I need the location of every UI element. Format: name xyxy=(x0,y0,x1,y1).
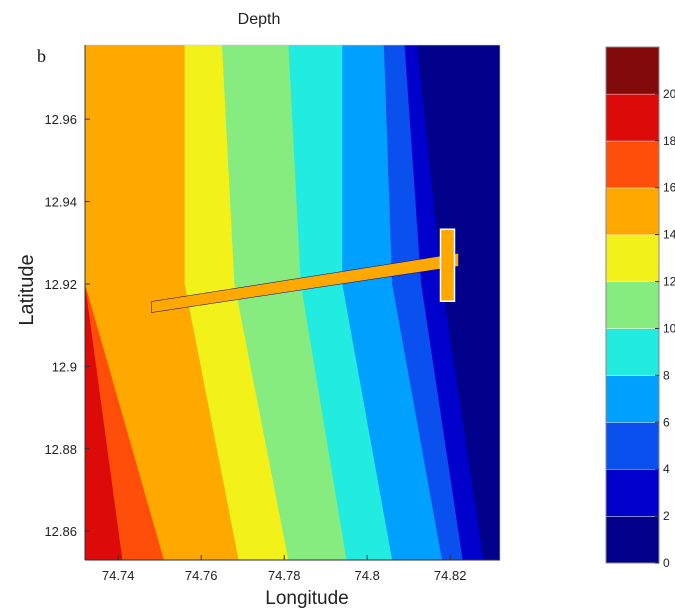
colorbar-level-20-22 xyxy=(606,47,659,94)
x-tick-label: 74.76 xyxy=(185,568,218,583)
colorbar-ticks: 0 2 4 6 8 10 12 14 16 18 20 xyxy=(655,87,675,570)
colorbar-level-4-6 xyxy=(606,422,659,470)
colorbar-tick-label: 18 xyxy=(663,134,675,148)
plot-area xyxy=(85,45,500,560)
colorbar-level-14-16 xyxy=(606,187,659,235)
colorbar-frame xyxy=(605,46,660,564)
chart-title: Depth xyxy=(238,11,281,28)
colorbar-level-2-4 xyxy=(606,469,659,517)
colorbar-tick-label: 6 xyxy=(663,415,670,429)
colorbar-tick-label: 10 xyxy=(663,321,675,335)
colorbar-tick-label: 8 xyxy=(663,368,670,382)
y-tick-label: 12.86 xyxy=(44,524,77,539)
y-tick-label: 12.92 xyxy=(44,277,77,292)
y-tick-label: 12.88 xyxy=(44,442,77,457)
colorbar-tick-label: 2 xyxy=(663,509,670,523)
jetty-head xyxy=(439,228,456,302)
jetty-arm xyxy=(151,252,459,313)
colorbar xyxy=(606,46,659,563)
colorbar-tick-label: 0 xyxy=(663,556,670,570)
colorbar-tick-label: 20 xyxy=(663,87,675,101)
x-tick-label: 74.74 xyxy=(102,568,135,583)
y-tick-label: 12.9 xyxy=(52,359,77,374)
x-tick-label: 74.82 xyxy=(434,568,467,583)
colorbar-level-12-14 xyxy=(606,234,659,282)
x-axis-label: Longitude xyxy=(265,588,348,609)
colorbar-tick-label: 14 xyxy=(663,228,675,242)
y-tick-label: 12.94 xyxy=(44,195,77,210)
colorbar-level-10-12 xyxy=(606,281,659,329)
x-tick-label: 74.8 xyxy=(355,568,380,583)
y-axis-ticks: 12.96 12.94 12.92 12.9 12.88 12.86 xyxy=(44,112,90,539)
colorbar-tick-label: 12 xyxy=(663,275,675,289)
colorbar-level-8-10 xyxy=(606,328,659,376)
colorbar-level-16-18 xyxy=(606,140,659,188)
colorbar-level-6-8 xyxy=(606,375,659,423)
x-tick-label: 74.78 xyxy=(268,568,301,583)
colorbar-level-18-20 xyxy=(606,93,659,141)
x-axis-ticks: 74.74 74.76 74.78 74.8 74.82 xyxy=(102,555,467,583)
colorbar-tick-label: 16 xyxy=(663,181,675,195)
panel-label: b xyxy=(37,46,46,66)
y-tick-label: 12.96 xyxy=(44,112,77,127)
y-axis-label: Latitude xyxy=(16,254,38,325)
colorbar-tick-label: 4 xyxy=(663,462,670,476)
colorbar-level-0-2 xyxy=(606,516,659,563)
depth-band-0-2 xyxy=(417,45,500,560)
